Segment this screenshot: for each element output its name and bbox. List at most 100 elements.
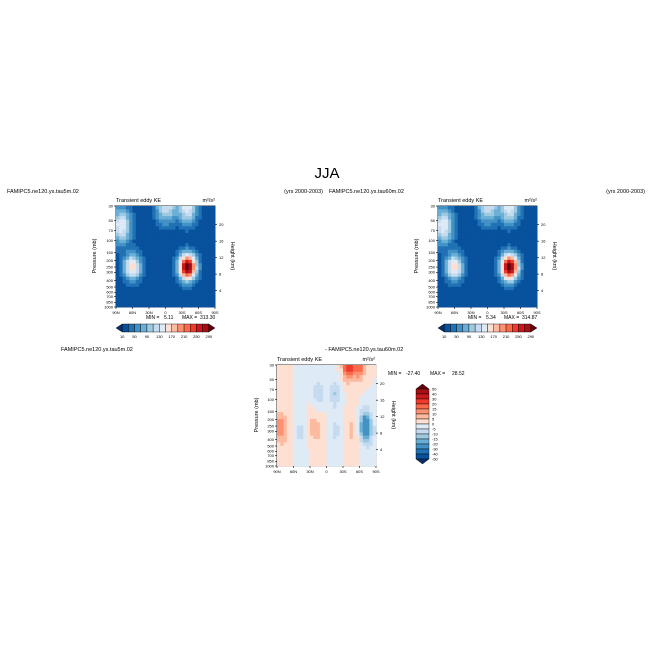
field-cell <box>474 229 478 234</box>
field-cell <box>517 239 521 244</box>
field-cell <box>500 273 505 278</box>
field-cell <box>504 236 508 241</box>
field-cell <box>329 391 334 396</box>
field-cell <box>149 222 153 227</box>
field-cell <box>346 445 350 450</box>
field-cell <box>517 259 521 264</box>
field-cell <box>182 239 186 244</box>
field-cell <box>142 276 147 281</box>
x-tick-label: 60N <box>129 310 136 315</box>
field-cell <box>323 462 327 467</box>
field-cell <box>290 435 294 440</box>
field-cell <box>188 222 193 227</box>
field-cell <box>185 276 189 281</box>
field-cell <box>280 381 284 386</box>
field-cell <box>280 415 284 420</box>
field-cell <box>457 283 462 288</box>
field-cell <box>277 395 281 400</box>
field-cell <box>349 422 354 426</box>
field-cell <box>139 280 143 284</box>
field-cell <box>467 283 472 288</box>
field-cell <box>487 283 492 288</box>
field-cell <box>467 243 472 247</box>
field-cell <box>356 435 360 440</box>
field-cell <box>366 402 370 406</box>
field-cell <box>119 249 123 254</box>
field-cell <box>119 222 123 227</box>
field-cell <box>504 249 508 254</box>
field-cell <box>461 283 465 288</box>
field-cell <box>438 243 442 247</box>
field-cell <box>313 408 317 413</box>
field-cell <box>359 365 364 369</box>
field-cell <box>162 303 166 308</box>
field-cell <box>343 422 347 426</box>
field-cell <box>139 276 143 281</box>
field-cell <box>195 286 199 291</box>
field-cell <box>349 445 354 450</box>
field-cell <box>283 459 288 464</box>
field-cell <box>201 212 206 217</box>
field-cell <box>316 395 321 400</box>
field-cell <box>195 253 199 257</box>
field-cell <box>471 209 475 214</box>
field-cell <box>178 216 183 220</box>
field-cell <box>290 462 294 467</box>
field-cell <box>175 300 180 305</box>
field-cell <box>306 449 311 453</box>
field-cell <box>208 269 213 274</box>
field-cell <box>310 375 314 379</box>
field-cell <box>283 388 288 393</box>
field-cell <box>129 206 133 210</box>
field-cell <box>293 459 298 464</box>
field-cell <box>533 239 538 244</box>
field-cell <box>490 266 495 271</box>
field-cell <box>369 425 374 430</box>
field-cell <box>152 259 156 264</box>
field-cell <box>533 243 538 247</box>
field-cell <box>438 273 442 278</box>
field-cell <box>286 408 291 413</box>
field-cell <box>129 222 133 227</box>
field-cell <box>507 236 511 241</box>
field-cell <box>441 246 445 251</box>
field-cell <box>507 283 511 288</box>
field-cell <box>198 249 203 254</box>
field-cell <box>500 219 505 224</box>
field-cell <box>500 226 505 230</box>
field-cell <box>504 300 508 305</box>
field-cell <box>362 445 367 450</box>
field-cell <box>494 209 498 214</box>
field-cell <box>510 293 515 298</box>
field-cell <box>283 405 288 410</box>
field-cell <box>484 296 488 301</box>
field-cell <box>474 273 478 278</box>
field-cell <box>513 222 518 227</box>
field-cell <box>293 442 298 447</box>
colorbar-label: 5 <box>432 417 435 422</box>
field-cell <box>142 253 147 257</box>
field-cell <box>201 209 206 214</box>
field-cell <box>135 300 140 305</box>
field-cell <box>162 249 166 254</box>
field-cell <box>477 232 482 237</box>
field-cell <box>471 246 475 251</box>
field-cell <box>152 243 156 247</box>
field-cell <box>306 395 311 400</box>
field-cell <box>444 286 449 291</box>
field-cell <box>162 232 166 237</box>
field-cell <box>451 269 455 274</box>
field-cell <box>300 375 304 379</box>
field-cell <box>139 286 143 291</box>
field-cell <box>211 226 216 230</box>
field-cell <box>205 219 209 224</box>
field-cell <box>510 249 515 254</box>
field-cell <box>277 371 281 376</box>
field-cell <box>145 249 150 254</box>
field-cell <box>366 432 370 437</box>
field-cell <box>346 388 350 393</box>
field-cell <box>286 395 291 400</box>
field-cell <box>533 290 538 294</box>
field-cell <box>158 259 163 264</box>
field-cell <box>310 391 314 396</box>
